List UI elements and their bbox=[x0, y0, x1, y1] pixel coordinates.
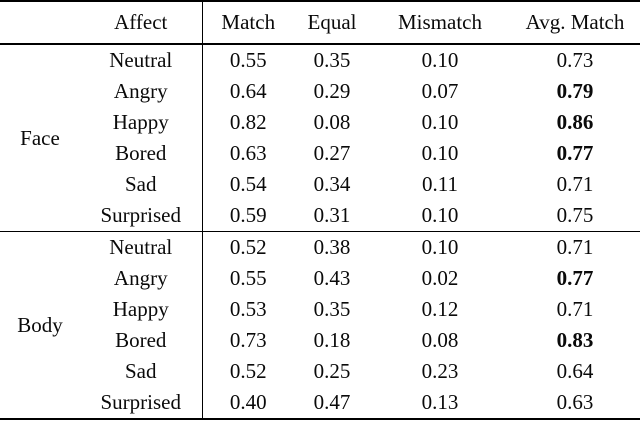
equal-cell: 0.31 bbox=[313, 203, 351, 227]
equal-cell: 0.27 bbox=[313, 141, 351, 165]
mismatch-cell: 0.10 bbox=[421, 203, 459, 227]
match-cell: 0.54 bbox=[229, 172, 267, 196]
table-row: Bored 0.73 0.18 0.08 0.83 bbox=[0, 325, 640, 356]
match-cell: 0.82 bbox=[229, 110, 267, 134]
match-cell: 0.59 bbox=[229, 203, 267, 227]
col-header-group bbox=[0, 1, 80, 44]
avg-match-cell: 0.86 bbox=[556, 110, 594, 134]
table-row: Body Neutral 0.52 0.38 0.10 0.71 bbox=[0, 231, 640, 337]
equal-cell: 0.25 bbox=[313, 359, 351, 383]
col-header-match: Match bbox=[221, 10, 276, 34]
match-cell: 0.73 bbox=[229, 328, 267, 352]
affect-cell: Sad bbox=[80, 169, 203, 200]
avg-match-cell: 0.77 bbox=[556, 266, 594, 290]
avg-match-cell: 0.71 bbox=[556, 235, 594, 259]
table-row: Happy 0.82 0.08 0.10 0.86 bbox=[0, 107, 640, 138]
mismatch-cell: 0.13 bbox=[421, 390, 459, 414]
avg-match-cell: 0.63 bbox=[556, 390, 594, 414]
group-label-face: Face bbox=[20, 125, 60, 150]
affect-cell: Neutral bbox=[80, 44, 203, 76]
equal-cell: 0.29 bbox=[313, 79, 351, 103]
table-row: Angry 0.64 0.29 0.07 0.79 bbox=[0, 76, 640, 107]
equal-cell: 0.47 bbox=[313, 390, 351, 414]
table-row: Sad 0.52 0.25 0.23 0.64 bbox=[0, 356, 640, 387]
group-body: Body Neutral 0.52 0.38 0.10 0.71 Angry 0… bbox=[0, 231, 640, 419]
table-row: Face Neutral 0.55 0.35 0.10 0.73 bbox=[0, 44, 640, 150]
equal-cell: 0.35 bbox=[313, 297, 351, 321]
avg-match-cell: 0.71 bbox=[556, 172, 594, 196]
avg-match-cell: 0.83 bbox=[556, 328, 594, 352]
mismatch-cell: 0.10 bbox=[421, 235, 459, 259]
affect-cell: Angry bbox=[80, 76, 203, 107]
mismatch-cell: 0.12 bbox=[421, 297, 459, 321]
avg-match-cell: 0.71 bbox=[556, 297, 594, 321]
mismatch-cell: 0.08 bbox=[421, 328, 459, 352]
match-cell: 0.63 bbox=[229, 141, 267, 165]
mismatch-cell: 0.11 bbox=[422, 172, 458, 196]
avg-match-cell: 0.77 bbox=[556, 141, 594, 165]
mismatch-cell: 0.10 bbox=[421, 48, 459, 72]
table-header: Affect Match Equal Mismatch Avg. Match bbox=[0, 1, 640, 44]
mismatch-cell: 0.10 bbox=[421, 110, 459, 134]
match-cell: 0.64 bbox=[229, 79, 267, 103]
avg-match-cell: 0.79 bbox=[556, 79, 594, 103]
affect-cell: Surprised bbox=[80, 200, 203, 232]
mismatch-cell: 0.07 bbox=[421, 79, 459, 103]
avg-match-cell: 0.64 bbox=[556, 359, 594, 383]
affect-cell: Bored bbox=[80, 138, 203, 169]
match-cell: 0.40 bbox=[229, 390, 267, 414]
affect-cell: Angry bbox=[80, 263, 203, 294]
group-label-body: Body bbox=[17, 312, 63, 337]
table-row: Surprised 0.59 0.31 0.10 0.75 bbox=[0, 200, 640, 232]
mismatch-cell: 0.02 bbox=[421, 266, 459, 290]
equal-cell: 0.18 bbox=[313, 328, 351, 352]
match-cell: 0.53 bbox=[229, 297, 267, 321]
equal-cell: 0.35 bbox=[313, 48, 351, 72]
table-row: Happy 0.53 0.35 0.12 0.71 bbox=[0, 294, 640, 325]
match-cell: 0.52 bbox=[229, 359, 267, 383]
affect-cell: Happy bbox=[80, 294, 203, 325]
equal-cell: 0.08 bbox=[313, 110, 351, 134]
col-header-equal: Equal bbox=[307, 10, 357, 34]
equal-cell: 0.38 bbox=[313, 235, 351, 259]
table-row: Surprised 0.40 0.47 0.13 0.63 bbox=[0, 387, 640, 419]
table-row: Bored 0.63 0.27 0.10 0.77 bbox=[0, 138, 640, 169]
mismatch-cell: 0.23 bbox=[421, 359, 459, 383]
group-face: Face Neutral 0.55 0.35 0.10 0.73 Angry 0… bbox=[0, 44, 640, 232]
match-cell: 0.52 bbox=[229, 235, 267, 259]
table-row: Angry 0.55 0.43 0.02 0.77 bbox=[0, 263, 640, 294]
affect-cell: Neutral bbox=[80, 231, 203, 263]
avg-match-cell: 0.75 bbox=[556, 203, 594, 227]
equal-cell: 0.34 bbox=[313, 172, 351, 196]
mismatch-cell: 0.10 bbox=[421, 141, 459, 165]
match-cell: 0.55 bbox=[229, 48, 267, 72]
col-header-affect: Affect bbox=[80, 1, 203, 44]
affect-cell: Surprised bbox=[80, 387, 203, 419]
match-cell: 0.55 bbox=[229, 266, 267, 290]
avg-match-cell: 0.73 bbox=[556, 48, 594, 72]
affect-cell: Bored bbox=[80, 325, 203, 356]
table-row: Sad 0.54 0.34 0.11 0.71 bbox=[0, 169, 640, 200]
affect-cell: Happy bbox=[80, 107, 203, 138]
header-row: Affect Match Equal Mismatch Avg. Match bbox=[0, 1, 640, 44]
col-header-mismatch: Mismatch bbox=[398, 10, 482, 34]
affect-cell: Sad bbox=[80, 356, 203, 387]
equal-cell: 0.43 bbox=[313, 266, 351, 290]
col-header-avg-match: Avg. Match bbox=[525, 10, 625, 34]
